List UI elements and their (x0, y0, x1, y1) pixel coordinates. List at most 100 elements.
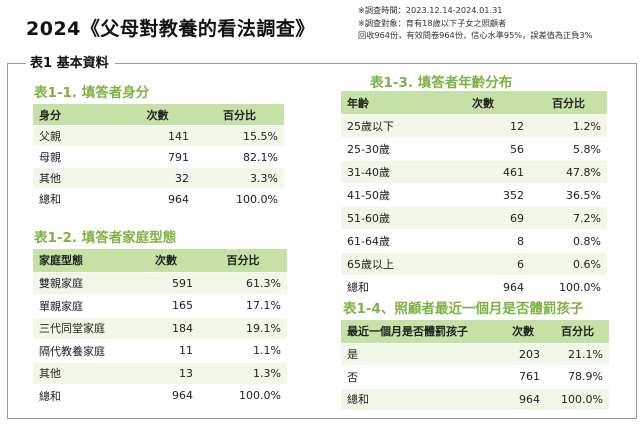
table-cell: 61.3% (246, 276, 281, 290)
column-header: 次數 (155, 254, 177, 268)
table-cell: 其他 (39, 172, 61, 185)
table-1-4-title: 表1-4、照顧者最近一個月是否體罰孩子 (343, 301, 584, 317)
table-1-2-title: 表1-2. 填答者家庭型態 (34, 230, 177, 246)
table-cell: 964 (519, 392, 540, 406)
table-cell: 其他 (39, 367, 61, 381)
table-row: 否 761 78.9% (341, 365, 609, 388)
table-row: 25-30歲 56 5.8% (341, 137, 607, 160)
table-cell: 11 (179, 344, 193, 358)
column-header: 百分比 (552, 96, 585, 110)
table-cell: 100.0% (236, 192, 278, 206)
table-cell: 三代同堂家庭 (39, 322, 105, 336)
table-cell: 8 (517, 234, 524, 248)
table-cell: 15.5% (243, 129, 278, 143)
section-frame (7, 63, 637, 419)
page-title: 2024《父母對教養的看法調查》 (26, 18, 315, 40)
table-row: 三代同堂家庭 184 19.1% (33, 316, 287, 339)
table-row: 隔代教養家庭 11 1.1% (33, 339, 287, 362)
table-row: 母親 791 82.1% (33, 146, 284, 167)
table-cell: 1.3% (253, 366, 281, 380)
survey-sample: 回收964份，有效問卷964份，信心水準95%，誤差值為正負3% (358, 30, 593, 40)
table-cell: 36.5% (566, 188, 601, 202)
table-row: 41-50歲 352 36.5% (341, 183, 607, 206)
table-cell: 隔代教養家庭 (39, 344, 105, 358)
table-cell: 761 (519, 370, 540, 384)
table-row: 雙親家庭 591 61.3% (33, 271, 287, 294)
table-cell: 51-60歲 (347, 212, 390, 225)
table-cell: 100.0% (239, 389, 281, 403)
table-cell: 82.1% (243, 150, 278, 164)
table-row: 31-40歲 461 47.8% (341, 160, 607, 183)
table-cell: 25-30歲 (347, 143, 390, 156)
table-cell: 184 (172, 321, 193, 335)
table-cell: 791 (168, 150, 189, 164)
table-cell: 61-64歲 (347, 235, 390, 248)
table-cell: 591 (172, 276, 193, 290)
table-1-2: 家庭型態 次數 百分比雙親家庭 591 61.3% 單親家庭 165 17.1% 三代同堂家庭 1… (33, 249, 287, 407)
column-header: 次數 (472, 96, 494, 110)
table-cell: 461 (503, 165, 524, 179)
table-cell: 65歲以上 (347, 258, 394, 271)
table-cell: 203 (519, 347, 540, 361)
survey-target: ※調查對象：育有18歲以下子女之照顧者 (358, 17, 507, 28)
column-header: 家庭型態 (39, 254, 83, 268)
table-1-1: 身分 次數 百分比父親 141 15.5% 母親 791 82.1% 其他 32 3.3% 總和 964… (33, 104, 284, 209)
table-cell: 964 (172, 389, 193, 403)
table-cell: 3.3% (250, 171, 278, 185)
column-header: 次數 (512, 325, 534, 339)
table-cell: 964 (168, 192, 189, 206)
table-cell: 17.1% (246, 299, 281, 313)
table-cell: 25歲以下 (347, 120, 394, 133)
table-cell: 單親家庭 (39, 299, 83, 313)
column-header: 最近一個月是否體罰孩子 (347, 325, 468, 339)
table-row: 其他 32 3.3% (33, 167, 284, 188)
table-cell: 100.0% (559, 280, 601, 294)
column-header: 次數 (146, 108, 169, 122)
survey-meta: ※調查時間：2023.12.14-2024.01.31 ※調查對象：育有18歲以… (358, 4, 592, 42)
table-row: 單親家庭 165 17.1% (33, 294, 287, 317)
table-cell: 雙親家庭 (39, 277, 83, 291)
table-cell: 47.8% (566, 165, 601, 179)
column-header: 年齡 (347, 96, 369, 110)
survey-period: ※調查時間：2023.12.14-2024.01.31 (358, 5, 503, 15)
table-row: 總和 964 100.0% (33, 384, 287, 407)
table-cell: 總和 (39, 193, 61, 206)
table-cell: 100.0% (561, 392, 603, 406)
table-row: 是 203 21.1% (341, 342, 609, 365)
table-cell: 6 (517, 257, 524, 271)
table-cell: 母親 (39, 151, 61, 164)
table-row: 65歲以上 6 0.6% (341, 252, 607, 275)
table-cell: 41-50歲 (347, 189, 390, 202)
table-cell: 0.8% (573, 234, 601, 248)
table-header-row: 身分 次數 百分比 (33, 104, 284, 125)
table-1-3: 年齡 次數 百分比 25歲以下 12 1.2% 25-30歲 56 5.8% 31-40歲 461 4… (341, 91, 607, 298)
table-cell: 父親 (39, 130, 61, 143)
table-cell: 總和 (39, 389, 61, 403)
table-cell: 1.2% (573, 119, 601, 133)
table-row: 總和 964 100.0% (33, 188, 284, 209)
table-cell: 12 (510, 119, 524, 133)
table-cell: 352 (503, 188, 524, 202)
table-cell: 165 (172, 299, 193, 313)
table-cell: 69 (510, 211, 524, 225)
table-cell: 7.2% (573, 211, 601, 225)
table-1-4: 最近一個月是否體罰孩子 次數 百分比是 203 21.1% 否 761 78.9% 總和 964 1… (341, 320, 609, 410)
table-row: 總和 964 100.0% (341, 275, 607, 298)
table-cell: 0.6% (573, 257, 601, 271)
table-row: 51-60歲 69 7.2% (341, 206, 607, 229)
table-cell: 141 (168, 129, 189, 143)
column-header: 百分比 (223, 108, 256, 122)
table-cell: 否 (347, 370, 358, 384)
table-header-row: 年齡 次數 百分比 (341, 91, 607, 114)
table-cell: 5.8% (573, 142, 601, 156)
table-cell: 是 (347, 348, 358, 362)
table-cell: 13 (179, 366, 193, 380)
table-1-1-title: 表1-1. 填答者身分 (34, 85, 150, 101)
column-header: 身分 (39, 108, 61, 122)
table-cell: 78.9% (568, 370, 603, 384)
table-cell: 總和 (347, 281, 369, 294)
section-title: 表1 基本資料 (26, 52, 115, 71)
table-row: 其他 13 1.3% (33, 361, 287, 384)
column-header: 百分比 (226, 254, 260, 268)
table-cell: 56 (510, 142, 524, 156)
